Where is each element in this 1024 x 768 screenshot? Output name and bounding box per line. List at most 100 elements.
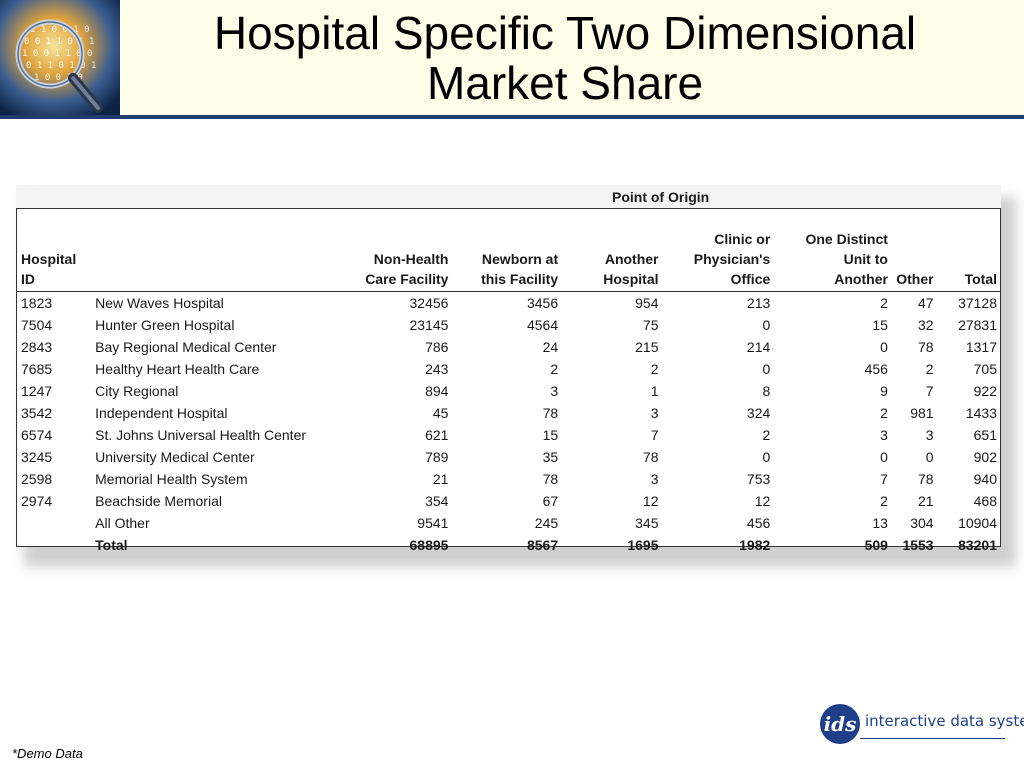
table-cell: 7	[880, 471, 888, 487]
table-cell: 8	[762, 383, 771, 399]
svg-text:0 1 1 0 1 0 1: 0 1 1 0 1 0 1	[26, 61, 96, 71]
slide-title-line1: Hospital Specific Two Dimensional	[213, 7, 917, 59]
column-header-line	[21, 209, 89, 229]
table-body: Hospital ID Non-Health Care Facility Newbor…	[16, 209, 1001, 553]
table-cell: 47	[918, 295, 934, 311]
table-cell: 37128	[958, 295, 997, 311]
column-header-line: Another	[834, 271, 888, 287]
table-cell: 3542	[21, 405, 53, 421]
table-cell: 981	[910, 405, 934, 421]
table-cell: 2	[880, 405, 888, 421]
table-cell: 354	[425, 493, 449, 509]
table-row: 3245 University Medical Center 789 35 78 0 0 0 9…	[17, 446, 1000, 468]
table-row: All Other 9541 245 345 456 13 304 10904	[17, 512, 1000, 534]
slide-title-line2: Market Share	[426, 57, 704, 109]
svg-text:1 0 0 1 0: 1 0 0 1 0	[34, 73, 83, 83]
table-cell: 2	[880, 295, 888, 311]
table-cell: 32	[918, 317, 934, 333]
column-header: Newborn at this Facility	[451, 209, 562, 292]
column-header-line: Other	[896, 271, 934, 287]
table-cell: 1433	[965, 405, 997, 421]
table-cell: 215	[635, 339, 659, 355]
table-cell: 753	[746, 471, 771, 487]
column-header-line	[894, 249, 934, 269]
table-cell: 468	[973, 493, 997, 509]
table-cell: 245	[534, 515, 559, 531]
table-cell: 83201	[958, 537, 997, 553]
table-cell: 2	[550, 361, 559, 377]
table-cell: 75	[642, 317, 659, 333]
table-cell: 3	[650, 405, 659, 421]
table-cell: 12	[642, 493, 659, 509]
table-cell: 3	[650, 471, 659, 487]
column-header-line	[346, 229, 448, 249]
column-header: Non-Health Care Facility	[343, 209, 452, 292]
table-cell: 243	[425, 361, 449, 377]
column-header-line: Care Facility	[365, 271, 449, 287]
table-cell: 2974	[21, 493, 53, 509]
total-row: Total 68895 8567 1695 1982 509 1553 83201	[17, 534, 1000, 556]
table-cell: 0	[925, 449, 934, 465]
table-cell: 3	[925, 427, 934, 443]
table-cell: 2	[925, 361, 934, 377]
table-cell: 9541	[417, 515, 449, 531]
table-cell: 78	[542, 471, 559, 487]
table-cell: City Regional	[95, 383, 179, 399]
table-cell: 2	[880, 493, 888, 509]
table-cell: 3245	[21, 449, 53, 465]
table-cell: 304	[910, 515, 934, 531]
svg-text:0 0 1 1 0 1 1: 0 0 1 1 0 1 1	[24, 37, 94, 47]
table-cell: 1695	[627, 537, 659, 553]
table-cell: 2843	[21, 339, 53, 355]
header-rule	[0, 115, 1024, 119]
table-cell: Total	[95, 537, 128, 553]
ids-logo-underline	[860, 738, 1005, 739]
table-cell: 27831	[958, 317, 997, 333]
table-row: 1247 City Regional 894 3 1 8 9 7 922	[17, 380, 1000, 402]
table-cell: 9	[880, 383, 888, 399]
table-cell: 940	[973, 471, 997, 487]
table-cell: Independent Hospital	[95, 405, 228, 421]
column-header: Another Hospital	[561, 209, 662, 292]
table-cell: 894	[425, 383, 449, 399]
table-cell: 12	[754, 493, 771, 509]
column-header-line	[940, 249, 997, 269]
table-rows: 1823 New Waves Hospital 32456 3456 954 213 2 47…	[17, 292, 1000, 557]
table-cell: 21	[432, 471, 449, 487]
table-cell: University Medical Center	[95, 449, 255, 465]
column-header-line: Unit to	[843, 251, 888, 267]
table-row: 7504 Hunter Green Hospital 23145 4564 75 0 15 3…	[17, 314, 1000, 336]
table-cell: 456	[746, 515, 771, 531]
table-row: 1823 New Waves Hospital 32456 3456 954 213 2 47…	[17, 292, 1000, 315]
table-cell: 0	[762, 317, 771, 333]
column-header: Clinic or Physician's Office	[661, 209, 774, 292]
header-row: Hospital ID Non-Health Care Facility Newbor…	[17, 209, 1000, 292]
table-cell: 7	[650, 427, 659, 443]
table-cell: All Other	[95, 515, 150, 531]
data-table: Hospital ID Non-Health Care Facility Newbor…	[17, 209, 1000, 556]
column-header-line: Office	[730, 271, 771, 287]
table-cell: 23145	[409, 317, 449, 333]
column-header-line: Physician's	[693, 251, 771, 267]
table-cell: 1823	[21, 295, 53, 311]
table-cell: 68895	[409, 537, 449, 553]
table-cell: 78	[542, 405, 559, 421]
table-cell: 45	[432, 405, 449, 421]
table-cell: 78	[642, 449, 659, 465]
binary-magnifier-icon: 1 1 0 0 1 0 0 0 1 1 0 1 1 1 0 0 1 1 0 0 …	[0, 0, 120, 115]
column-header-line: One Distinct	[805, 231, 888, 247]
table-cell: 456	[864, 361, 888, 377]
table-cell: 2	[762, 427, 771, 443]
table-cell: 705	[973, 361, 997, 377]
table-cell: 6574	[21, 427, 53, 443]
table-row: 6574 St. Johns Universal Health Center 621…	[17, 424, 1000, 446]
table-cell: 621	[425, 427, 449, 443]
table-row: 7685 Healthy Heart Health Care 243 2 2 0 456 2 7…	[17, 358, 1000, 380]
table-cell: New Waves Hospital	[95, 295, 224, 311]
column-header-line: Hospital	[603, 271, 659, 287]
table-cell: 2	[650, 361, 659, 377]
column-header-line	[95, 229, 340, 249]
table-row: 3542 Independent Hospital 45 78 3 324 2 981 1433	[17, 402, 1000, 424]
table-cell: 2598	[21, 471, 53, 487]
column-header-line: this Facility	[481, 271, 559, 287]
